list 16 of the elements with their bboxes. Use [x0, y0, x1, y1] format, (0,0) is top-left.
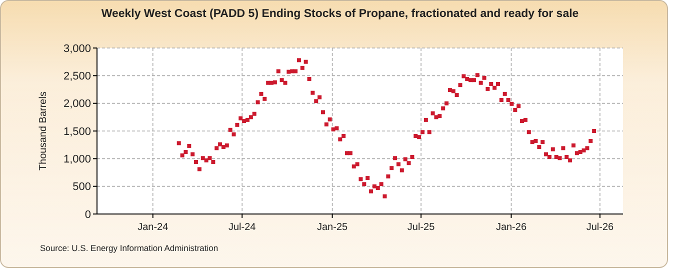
- x-tick-label: Jul-26: [586, 222, 614, 233]
- y-tick-label: 0: [84, 208, 91, 221]
- y-tick-label: 1,500: [63, 126, 91, 138]
- y-tick-label: 500: [72, 181, 91, 194]
- y-tick-label: 1,000: [63, 154, 91, 166]
- source-note: Source: U.S. Energy Information Administration: [40, 243, 218, 253]
- x-tick-label: Jul-25: [407, 222, 436, 233]
- x-tick-label: Jul-24: [228, 222, 256, 233]
- y-axis-title: Thousand Barrels: [38, 92, 49, 170]
- y-tick-label: 3,000: [63, 42, 91, 55]
- y-tick-label: 2,000: [63, 98, 91, 110]
- chart-title: Weekly West Coast (PADD 5) Ending Stocks of Propane, fractionated and ready for sale: [101, 8, 579, 20]
- x-tick-label: Jan-25: [317, 222, 348, 233]
- y-tick-label: 2,500: [63, 70, 91, 83]
- x-tick-label: Jan-26: [496, 222, 527, 233]
- x-tick-label: Jan-24: [138, 222, 169, 233]
